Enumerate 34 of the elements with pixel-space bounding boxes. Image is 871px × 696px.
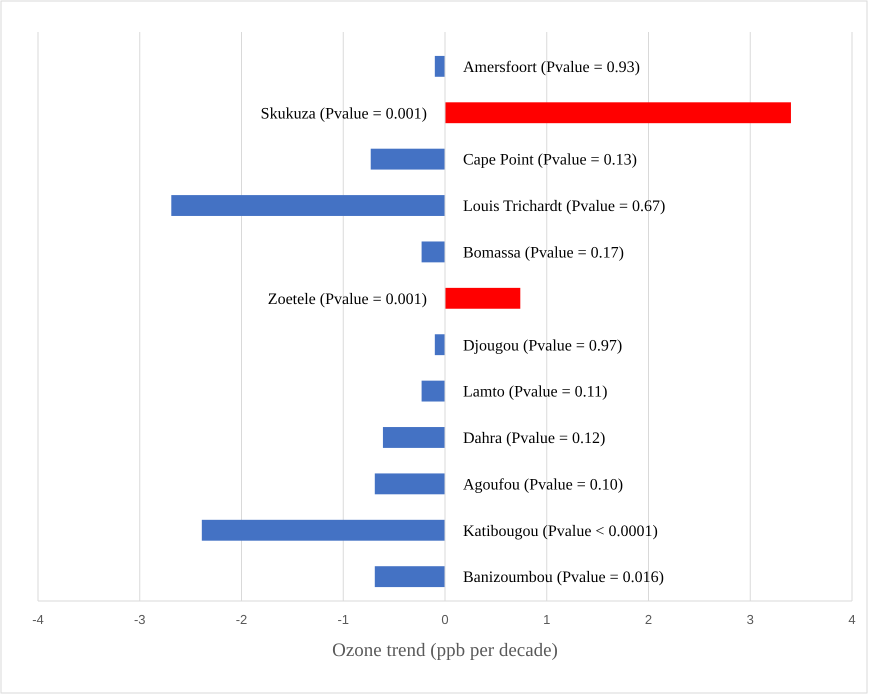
x-tick-label: 4 — [848, 612, 856, 628]
bar — [374, 473, 445, 494]
bar — [445, 288, 520, 309]
bar — [422, 380, 445, 402]
bar — [202, 520, 445, 541]
bar — [374, 566, 445, 588]
bar — [434, 334, 445, 356]
y-tick-label: Banizoumbou (Pvalue = 0.016) — [463, 569, 664, 586]
bar — [370, 148, 445, 170]
y-tick-label: Agoufou (Pvalue = 0.10) — [463, 476, 624, 494]
x-tick-label: -3 — [134, 612, 146, 628]
x-axis-title: Ozone trend (ppb per decade) — [332, 640, 558, 661]
bar — [171, 195, 445, 216]
y-tick-label: Katibougou (Pvalue < 0.0001) — [463, 522, 658, 540]
y-tick-label: Bomassa (Pvalue = 0.17) — [463, 244, 624, 262]
bar — [434, 56, 445, 77]
x-tick-label: -2 — [236, 612, 248, 628]
y-tick-label: Lamto (Pvalue = 0.11) — [463, 384, 608, 401]
bar — [445, 102, 791, 124]
x-tick-label: 1 — [543, 612, 550, 628]
y-tick-label: Dahra (Pvalue = 0.12) — [463, 430, 606, 448]
y-tick-label: Djougou (Pvalue = 0.97) — [463, 337, 622, 354]
x-tick-label: 2 — [644, 612, 652, 628]
y-tick-label: Zoetele (Pvalue = 0.001) — [268, 290, 427, 308]
x-tick-label: -1 — [337, 612, 350, 628]
x-tick-label: 3 — [746, 612, 754, 628]
x-tick-label: 0 — [441, 612, 449, 628]
bar — [422, 241, 445, 262]
y-tick-label: Louis Trichardt (Pvalue = 0.67) — [463, 198, 666, 216]
y-tick-label: Skukuza (Pvalue = 0.001) — [260, 105, 427, 122]
y-tick-label: Amersfoort (Pvalue = 0.93) — [463, 58, 640, 76]
bar — [382, 427, 445, 448]
x-tick-label: -4 — [32, 612, 44, 628]
y-tick-label: Cape Point (Pvalue = 0.13) — [463, 152, 637, 169]
